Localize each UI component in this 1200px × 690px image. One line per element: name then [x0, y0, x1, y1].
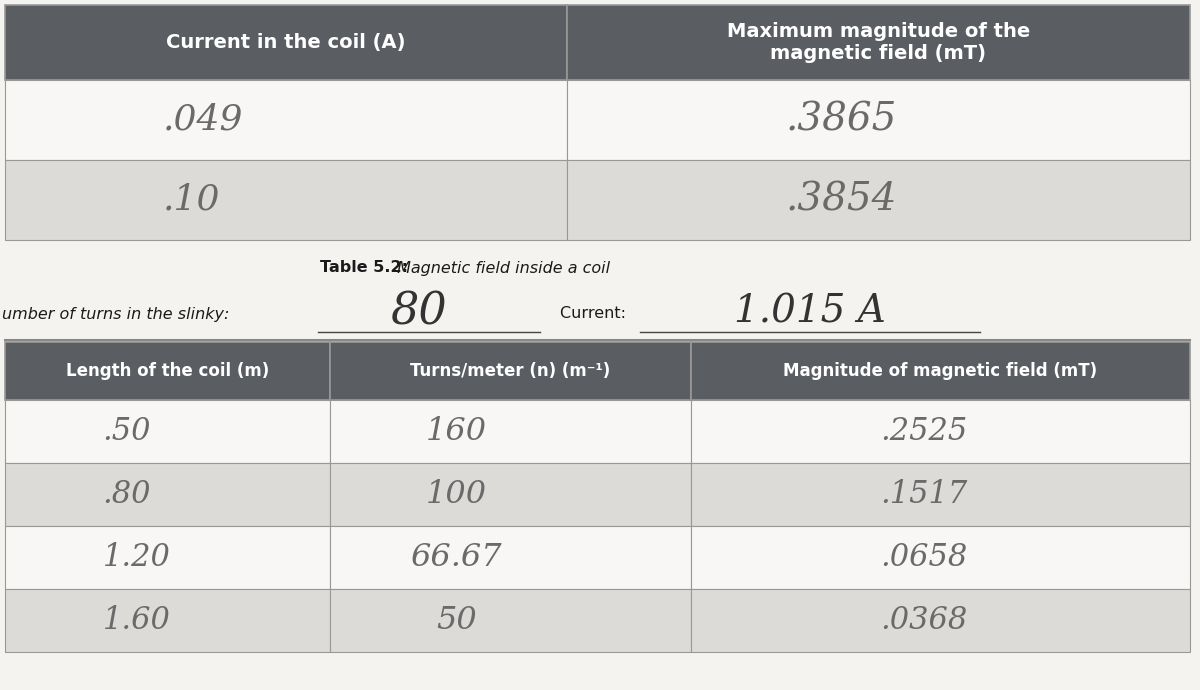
Text: 66.67: 66.67	[410, 542, 502, 573]
Text: .50: .50	[102, 416, 151, 447]
Text: umber of turns in the slinky:: umber of turns in the slinky:	[2, 306, 234, 322]
Text: Maximum magnitude of the
magnetic field (mT): Maximum magnitude of the magnetic field …	[727, 22, 1030, 63]
Text: Current in the coil (A): Current in the coil (A)	[167, 33, 406, 52]
Bar	[691, 342, 1190, 400]
Text: Length of the coil (m): Length of the coil (m)	[66, 362, 269, 380]
Text: .3854: .3854	[785, 181, 896, 219]
Bar	[5, 400, 330, 463]
Bar	[691, 463, 1190, 526]
Text: Magnetic field inside a coil: Magnetic field inside a coil	[392, 261, 610, 275]
Bar	[5, 589, 330, 652]
Text: 80: 80	[391, 290, 448, 333]
Bar	[691, 400, 1190, 463]
Text: .0368: .0368	[881, 605, 968, 636]
Text: Table 5.2:: Table 5.2:	[320, 261, 408, 275]
Bar	[5, 160, 568, 240]
Text: .80: .80	[102, 479, 151, 510]
Bar	[568, 5, 1190, 80]
Bar	[330, 400, 691, 463]
Bar	[691, 526, 1190, 589]
Bar	[691, 589, 1190, 652]
Bar	[5, 5, 568, 80]
Text: 50: 50	[436, 605, 476, 636]
Bar	[330, 526, 691, 589]
Bar	[5, 80, 568, 160]
Bar	[5, 526, 330, 589]
Text: 1.60: 1.60	[102, 605, 170, 636]
Bar	[5, 463, 330, 526]
Text: 1.20: 1.20	[102, 542, 170, 573]
Text: 160: 160	[426, 416, 487, 447]
Bar	[5, 342, 330, 400]
Text: .3865: .3865	[785, 101, 896, 139]
Text: Current:: Current:	[560, 306, 631, 322]
Text: .2525: .2525	[881, 416, 968, 447]
Text: .049: .049	[162, 103, 242, 137]
Bar	[568, 160, 1190, 240]
Text: .1517: .1517	[881, 479, 968, 510]
Text: .0658: .0658	[881, 542, 968, 573]
Text: 1.015 A: 1.015 A	[734, 293, 886, 331]
Bar	[330, 463, 691, 526]
Bar	[330, 589, 691, 652]
Bar	[568, 80, 1190, 160]
Text: .10: .10	[162, 183, 220, 217]
Text: 100: 100	[426, 479, 487, 510]
Text: Magnitude of magnetic field (mT): Magnitude of magnetic field (mT)	[784, 362, 1098, 380]
Bar	[330, 342, 691, 400]
Text: Turns/meter (n) (m⁻¹): Turns/meter (n) (m⁻¹)	[410, 362, 611, 380]
